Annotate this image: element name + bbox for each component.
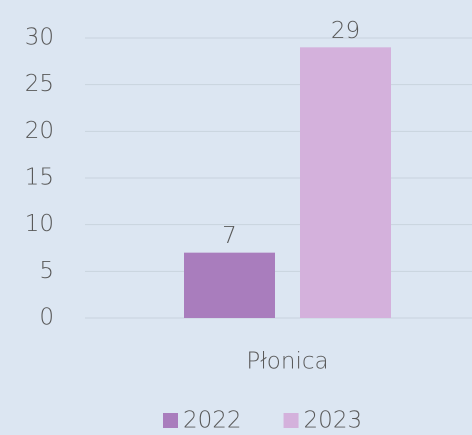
y-tick-label: 25 bbox=[25, 71, 54, 97]
data-label: 7 bbox=[222, 223, 237, 249]
data-label: 29 bbox=[331, 18, 360, 44]
x-tick-label: Płonica bbox=[246, 349, 328, 375]
bar bbox=[184, 252, 275, 318]
y-tick-label: 5 bbox=[39, 258, 54, 284]
legend-label: 2023 bbox=[304, 408, 363, 434]
bar bbox=[300, 47, 391, 318]
y-tick-label: 20 bbox=[25, 118, 54, 144]
y-tick-label: 30 bbox=[25, 25, 54, 51]
legend-swatch bbox=[283, 413, 299, 428]
legend-swatch bbox=[163, 413, 178, 428]
y-tick-label: 10 bbox=[25, 211, 54, 237]
legend-label: 2022 bbox=[183, 408, 242, 434]
y-tick-label: 0 bbox=[39, 305, 54, 331]
y-tick-label: 15 bbox=[25, 165, 54, 191]
